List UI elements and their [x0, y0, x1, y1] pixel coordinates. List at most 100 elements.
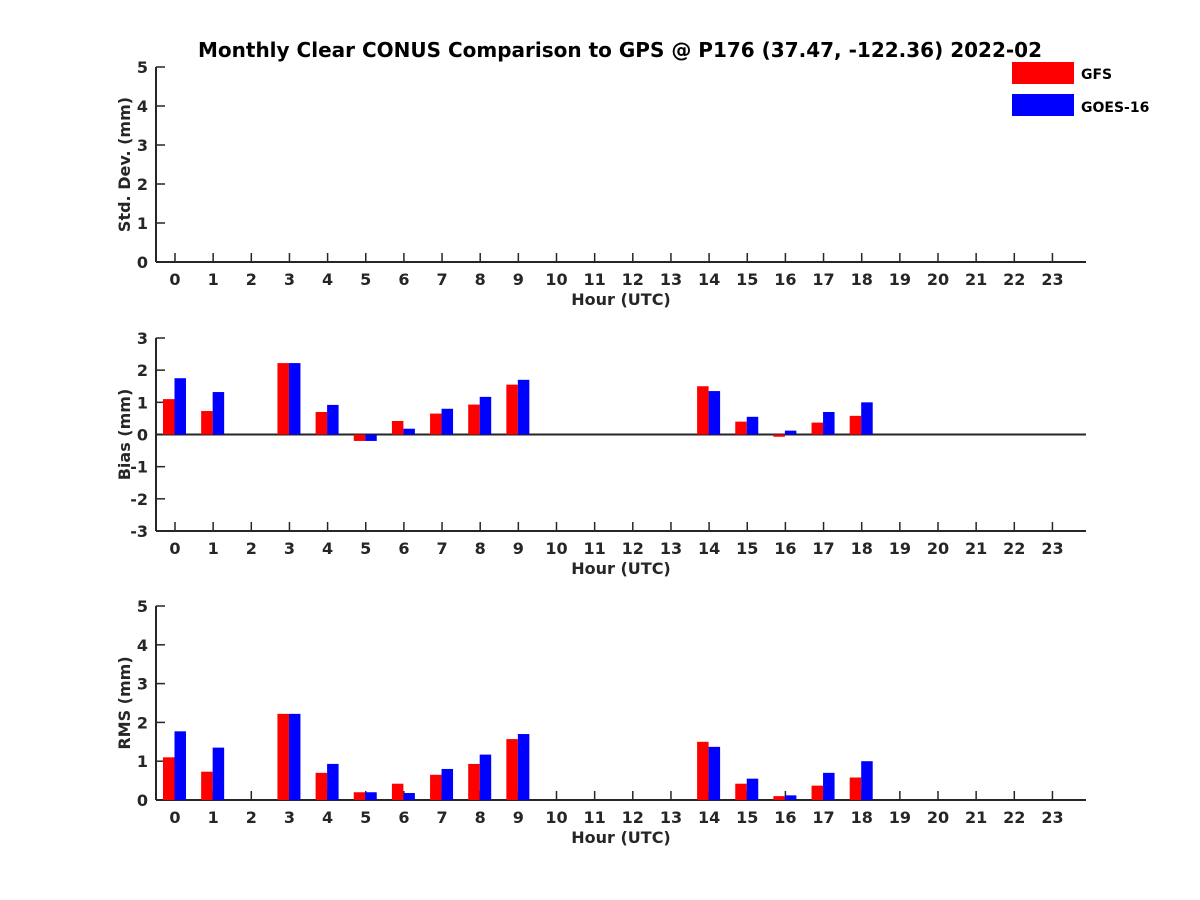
x-tick-label: 4 — [322, 808, 333, 827]
x-tick-label: 17 — [812, 539, 834, 558]
x-tick-label: 14 — [698, 539, 720, 558]
bar-gfs-hour-15 — [735, 783, 747, 800]
bar-gfs-hour-18 — [849, 777, 862, 800]
bar-goes16-hour-9 — [517, 734, 530, 800]
x-tick-label: 0 — [169, 808, 180, 827]
x-tick-label: 17 — [812, 808, 834, 827]
x-tick-label: 2 — [246, 808, 257, 827]
y-tick-label: 3 — [137, 329, 148, 348]
bar-goes16-hour-4 — [327, 763, 339, 800]
bar-gfs-hour-6 — [391, 783, 404, 800]
bar-goes16-hour-8 — [479, 396, 492, 435]
bar-gfs-hour-5 — [353, 792, 366, 800]
x-tick-label: 18 — [851, 808, 873, 827]
bar-goes16-hour-16 — [784, 430, 797, 435]
y-tick-label: 0 — [137, 253, 148, 272]
y-axis-label: RMS (mm) — [115, 656, 134, 749]
x-tick-label: 12 — [622, 270, 644, 289]
x-tick-label: 22 — [1003, 808, 1025, 827]
x-tick-label: 8 — [475, 808, 486, 827]
x-tick-label: 3 — [284, 539, 295, 558]
bar-goes16-hour-6 — [403, 793, 415, 800]
legend-label-goes16: GOES-16 — [1081, 100, 1149, 116]
y-tick-label: 3 — [137, 136, 148, 155]
x-tick-label: 7 — [436, 808, 447, 827]
bar-goes16-hour-18 — [861, 761, 873, 800]
y-tick-label: 2 — [137, 175, 148, 194]
bar-gfs-hour-8 — [468, 763, 480, 800]
x-tick-label: 16 — [774, 270, 796, 289]
x-tick-label: 3 — [284, 270, 295, 289]
x-tick-label: 21 — [965, 270, 987, 289]
x-tick-label: 23 — [1041, 539, 1063, 558]
x-tick-label: 4 — [322, 539, 333, 558]
bar-goes16-hour-3 — [288, 713, 301, 800]
y-tick-label: 1 — [137, 214, 148, 233]
bar-goes16-hour-1 — [212, 392, 225, 435]
y-tick-label: 2 — [137, 713, 148, 732]
bar-gfs-hour-14 — [697, 386, 709, 435]
x-tick-label: 13 — [660, 539, 682, 558]
bar-goes16-hour-17 — [823, 411, 835, 435]
y-axis-label: Std. Dev. (mm) — [115, 97, 134, 232]
bar-gfs-hour-7 — [430, 774, 442, 800]
x-tick-label: 9 — [513, 270, 524, 289]
bar-goes16-hour-0 — [174, 731, 186, 800]
legend: GFS GOES-16 — [1012, 62, 1149, 116]
x-tick-label: 5 — [360, 270, 371, 289]
bar-gfs-hour-17 — [811, 785, 824, 800]
x-tick-label: 0 — [169, 270, 180, 289]
bar-gfs-hour-1 — [201, 411, 213, 435]
bar-gfs-hour-16 — [773, 434, 785, 437]
bar-goes16-hour-18 — [861, 402, 873, 435]
y-tick-label: -1 — [130, 458, 148, 477]
x-tick-label: 22 — [1003, 270, 1025, 289]
bar-goes16-hour-5 — [365, 792, 377, 800]
bar-gfs-hour-7 — [430, 413, 442, 435]
x-tick-label: 17 — [812, 270, 834, 289]
bar-goes16-hour-6 — [403, 428, 415, 435]
bar-goes16-hour-15 — [746, 416, 759, 435]
x-tick-label: 10 — [545, 270, 567, 289]
bar-goes16-hour-7 — [441, 768, 454, 800]
x-tick-label: 20 — [927, 539, 949, 558]
x-tick-label: 11 — [584, 270, 606, 289]
bar-goes16-hour-5 — [365, 434, 377, 441]
y-tick-label: 3 — [137, 675, 148, 694]
x-tick-label: 22 — [1003, 539, 1025, 558]
x-tick-label: 15 — [736, 808, 758, 827]
x-tick-label: 23 — [1041, 270, 1063, 289]
bar-gfs-hour-6 — [391, 420, 404, 435]
bar-gfs-hour-9 — [506, 739, 518, 800]
bar-goes16-hour-0 — [174, 378, 186, 435]
x-axis-label: Hour (UTC) — [571, 290, 671, 309]
bar-goes16-hour-15 — [746, 778, 759, 800]
x-tick-label: 18 — [851, 539, 873, 558]
x-tick-label: 9 — [513, 808, 524, 827]
y-tick-label: 0 — [137, 791, 148, 810]
x-tick-label: 13 — [660, 270, 682, 289]
x-tick-label: 13 — [660, 808, 682, 827]
bar-goes16-hour-9 — [517, 379, 530, 435]
x-tick-label: 1 — [208, 808, 219, 827]
bar-gfs-hour-17 — [811, 422, 824, 435]
bar-gfs-hour-1 — [201, 771, 213, 800]
x-tick-label: 10 — [545, 539, 567, 558]
legend-swatch-goes16 — [1012, 94, 1074, 116]
x-tick-label: 18 — [851, 270, 873, 289]
bar-goes16-hour-7 — [441, 408, 454, 435]
y-axis-label: Bias (mm) — [115, 389, 134, 481]
bar-gfs-hour-14 — [697, 741, 709, 800]
y-tick-label: 1 — [137, 393, 148, 412]
x-tick-label: 11 — [584, 539, 606, 558]
x-tick-label: 5 — [360, 808, 371, 827]
y-tick-label: 5 — [137, 58, 148, 77]
x-tick-label: 19 — [889, 808, 911, 827]
bar-goes16-hour-4 — [327, 404, 339, 435]
x-tick-label: 23 — [1041, 808, 1063, 827]
y-tick-label: 4 — [137, 97, 148, 116]
y-tick-label: 4 — [137, 636, 148, 655]
